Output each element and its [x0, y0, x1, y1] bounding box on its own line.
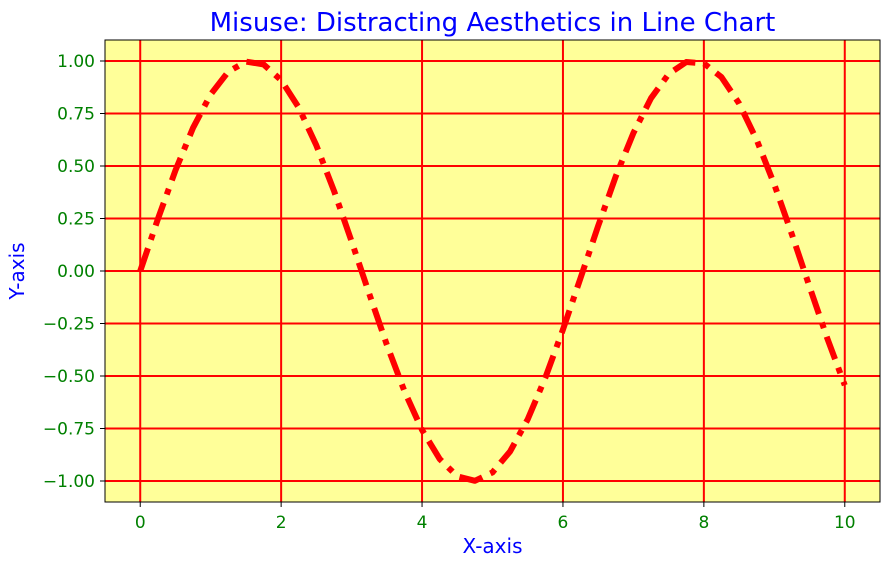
chart-title: Misuse: Distracting Aesthetics in Line C… [210, 8, 776, 38]
x-tick-label: 4 [417, 513, 428, 533]
y-tick-label: −0.75 [43, 420, 95, 440]
series-line-0 [137, 58, 848, 484]
x-tick-label: 0 [135, 513, 146, 533]
plot-frame [104, 39, 881, 503]
y-tick-label: 0.00 [57, 262, 95, 282]
grid-lines [105, 40, 880, 502]
x-tick-label: 8 [698, 513, 709, 533]
y-tick-label: −0.25 [43, 315, 95, 335]
y-tick-label: 0.50 [57, 157, 95, 177]
x-tick-label: 2 [276, 513, 287, 533]
ticks: 0 2 4 6 8 10 1.00 0.75 0.50 0.25 0.00 −0.25 −0.50 −0.… [43, 52, 856, 533]
y-tick-label: 1.00 [57, 52, 95, 72]
series-group [137, 58, 848, 484]
x-axis-label: X-axis [463, 534, 523, 558]
y-tick-label: −0.50 [43, 367, 95, 387]
x-tick-label: 10 [834, 513, 856, 533]
y-axis-label: Y-axis [5, 242, 29, 300]
y-tick-label: 0.25 [57, 210, 95, 230]
y-tick-label: 0.75 [57, 105, 95, 125]
x-tick-label: 6 [558, 513, 569, 533]
y-tick-label: −1.00 [43, 472, 95, 492]
